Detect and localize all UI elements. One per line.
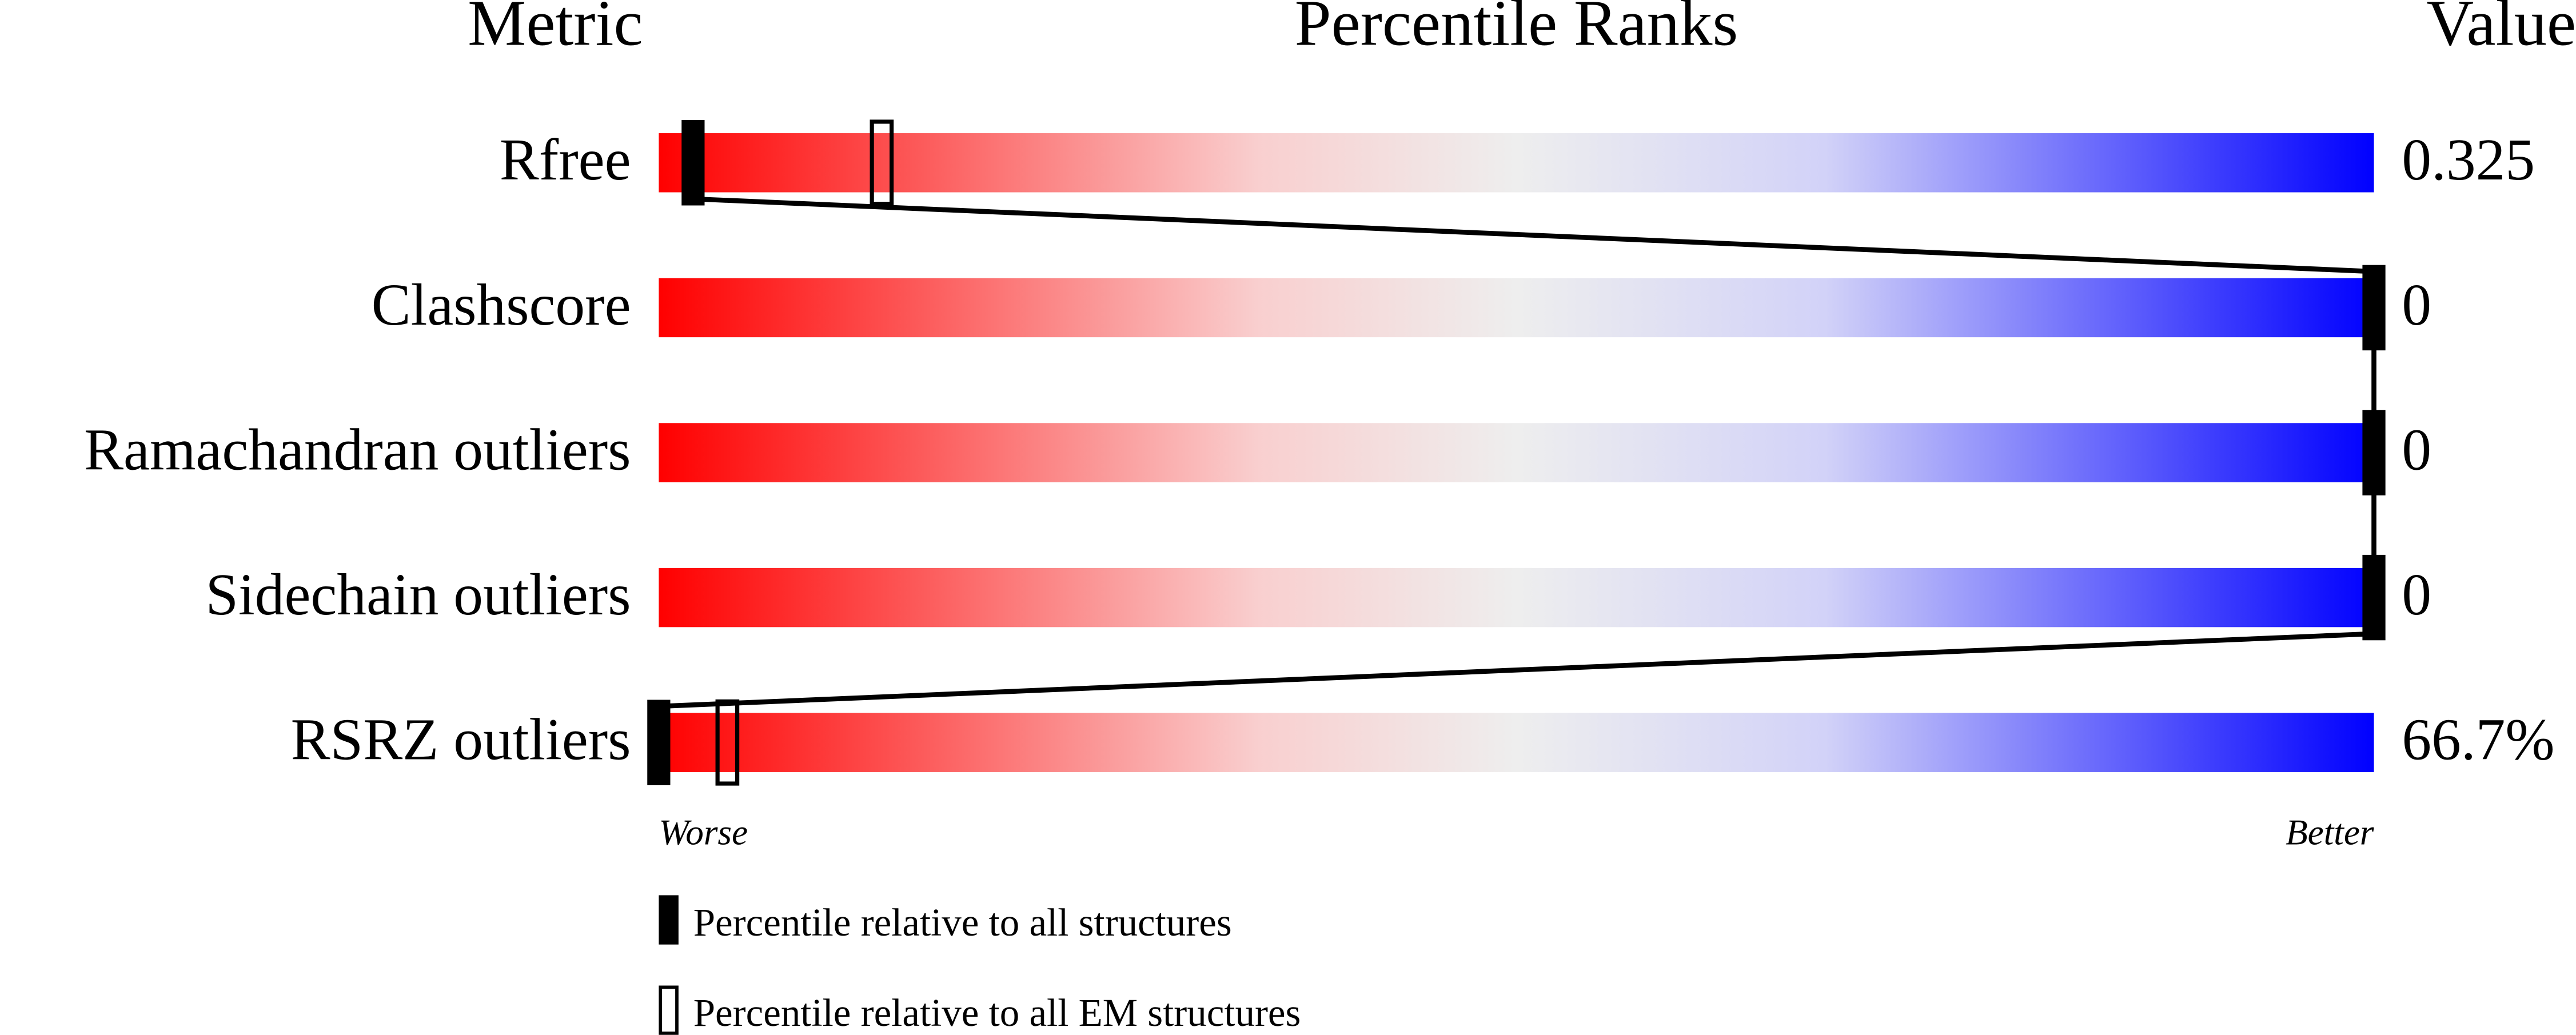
percentile-bar — [659, 568, 2374, 628]
percentile-marker — [2362, 265, 2386, 351]
metric-label: Rfree — [500, 127, 631, 193]
em-percentile-marker — [870, 119, 894, 206]
metric-label: Clashscore — [372, 273, 631, 338]
connector — [693, 196, 2374, 274]
header: Value — [2426, 0, 2576, 59]
legend-swatch — [659, 985, 679, 1035]
legend-label: Percentile relative to all structures — [693, 901, 1232, 944]
metric-label: RSRZ outliers — [291, 708, 631, 773]
legend-swatch — [659, 895, 679, 945]
metric-label: Ramachandran outliers — [84, 417, 631, 482]
connector — [659, 631, 2374, 709]
percentile-marker — [681, 120, 705, 206]
header: Metric — [468, 0, 643, 59]
axis-label: Better — [2286, 813, 2374, 853]
header: Percentile Ranks — [1295, 0, 1738, 59]
percentile-marker — [2362, 410, 2386, 495]
metric-value: 66.7% — [2402, 708, 2554, 773]
em-percentile-marker — [715, 699, 740, 786]
percentile-bar — [659, 423, 2374, 482]
percentile-bar — [659, 713, 2374, 772]
metric-value: 0 — [2402, 417, 2431, 482]
percentile-marker — [2362, 554, 2386, 641]
legend-label: Percentile relative to all EM structures — [693, 991, 1301, 1034]
metric-value: 0 — [2402, 562, 2431, 628]
percentile-bar — [659, 278, 2374, 338]
metric-label: Sidechain outliers — [205, 562, 631, 628]
axis-label: Worse — [659, 813, 748, 853]
percentile-marker — [647, 700, 671, 785]
metric-value: 0 — [2402, 273, 2431, 338]
metric-value: 0.325 — [2402, 127, 2535, 193]
percentile-bar — [659, 133, 2374, 193]
